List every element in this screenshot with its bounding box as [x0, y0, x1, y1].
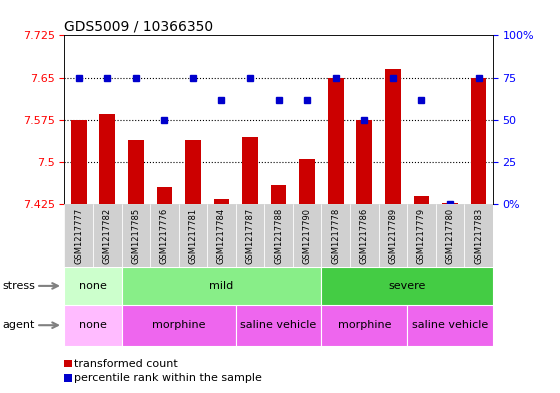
Bar [64, 305, 122, 346]
Text: GSM1217788: GSM1217788 [274, 208, 283, 264]
Bar [407, 305, 493, 346]
Bar [99, 114, 115, 204]
Text: none: none [79, 320, 107, 330]
Text: GSM1217780: GSM1217780 [445, 208, 455, 264]
Bar [264, 204, 293, 267]
Text: GSM1217786: GSM1217786 [360, 208, 369, 264]
Text: GSM1217779: GSM1217779 [417, 208, 426, 264]
Bar [179, 204, 207, 267]
Text: stress: stress [3, 281, 36, 291]
Text: GSM1217781: GSM1217781 [188, 208, 198, 264]
Bar [436, 204, 464, 267]
Bar [236, 204, 264, 267]
Bar [413, 196, 430, 204]
Text: GSM1217782: GSM1217782 [102, 208, 112, 264]
Text: GSM1217785: GSM1217785 [131, 208, 141, 264]
Bar [328, 77, 344, 204]
Bar [156, 187, 172, 204]
Text: agent: agent [3, 320, 35, 330]
Text: severe: severe [389, 281, 426, 291]
Bar [293, 204, 321, 267]
Bar [122, 204, 150, 267]
Bar [299, 159, 315, 204]
Text: saline vehicle: saline vehicle [412, 320, 488, 330]
Text: mild: mild [209, 281, 234, 291]
Text: GSM1217776: GSM1217776 [160, 208, 169, 264]
Bar [128, 140, 144, 204]
Bar [385, 69, 401, 204]
Bar [356, 120, 372, 204]
Bar [150, 204, 179, 267]
Text: none: none [79, 281, 107, 291]
Bar [407, 204, 436, 267]
Bar [379, 204, 407, 267]
Bar [64, 204, 93, 267]
Bar [93, 204, 122, 267]
Bar [185, 140, 201, 204]
Bar [122, 305, 236, 346]
Bar [122, 267, 321, 305]
Text: GSM1217777: GSM1217777 [74, 208, 83, 264]
Bar [321, 267, 493, 305]
Text: morphine: morphine [152, 320, 206, 330]
Text: percentile rank within the sample: percentile rank within the sample [74, 373, 262, 383]
Bar [270, 185, 287, 204]
Text: GSM1217790: GSM1217790 [302, 208, 312, 263]
Text: GSM1217783: GSM1217783 [474, 208, 483, 264]
Text: GSM1217778: GSM1217778 [331, 208, 340, 264]
Text: GSM1217789: GSM1217789 [388, 208, 398, 264]
Bar [350, 204, 379, 267]
Bar [213, 199, 230, 204]
Bar [242, 137, 258, 204]
Bar [464, 204, 493, 267]
Text: saline vehicle: saline vehicle [240, 320, 317, 330]
Text: GSM1217787: GSM1217787 [245, 208, 255, 264]
Text: transformed count: transformed count [74, 358, 178, 369]
Bar [236, 305, 321, 346]
Bar [442, 203, 458, 204]
Bar [321, 204, 350, 267]
Text: GDS5009 / 10366350: GDS5009 / 10366350 [64, 20, 213, 34]
Bar [71, 120, 87, 204]
Bar [64, 267, 122, 305]
Bar [207, 204, 236, 267]
Text: GSM1217784: GSM1217784 [217, 208, 226, 264]
Bar [321, 305, 407, 346]
Text: morphine: morphine [338, 320, 391, 330]
Bar [470, 77, 487, 204]
